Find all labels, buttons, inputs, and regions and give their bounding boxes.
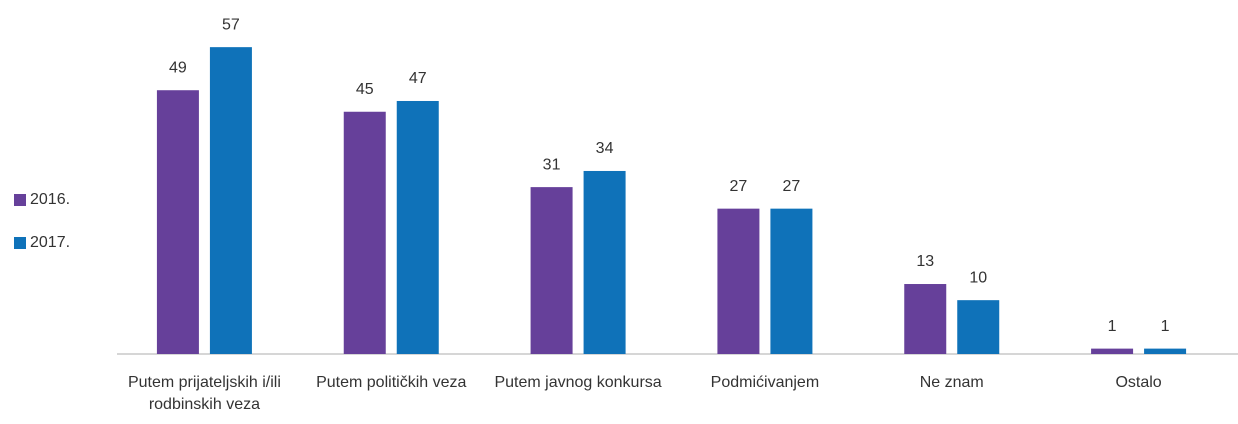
bar [717,208,760,354]
data-label: 34 [596,140,614,157]
bar [583,170,626,354]
data-label: 57 [222,16,240,33]
bar [1144,348,1187,354]
legend-swatch [14,194,26,206]
bar [343,111,386,354]
bar [530,187,573,354]
data-label: 47 [409,70,427,87]
data-label: 49 [169,59,187,76]
data-label: 1 [1161,318,1170,335]
data-label: 45 [356,81,374,98]
data-label: 1 [1108,318,1117,335]
x-tick-label: Podmićivanjem [710,374,820,391]
bar [904,284,947,354]
x-tick-label: Ostalo [1115,374,1162,391]
bar [156,90,199,354]
data-label: 31 [543,156,561,173]
bar [209,47,252,355]
x-tick-label: Putem političkih veza [316,374,467,391]
x-tick-label: Putem prijateljskih i/ili rodbinskih vez… [127,374,281,413]
data-label: 13 [916,253,934,270]
data-label: 27 [730,178,748,195]
bar [1091,348,1134,354]
legend-swatch [14,237,26,249]
data-label: 10 [969,269,987,286]
x-tick-label: Ne znam [919,374,984,391]
legend-label: 2016. [30,191,70,208]
bar [396,100,439,354]
legend-label: 2017. [30,234,70,251]
bar [770,208,813,354]
x-tick-label: Putem javnog konkursa [494,374,662,391]
data-label: 27 [783,178,801,195]
bar [957,300,1000,354]
